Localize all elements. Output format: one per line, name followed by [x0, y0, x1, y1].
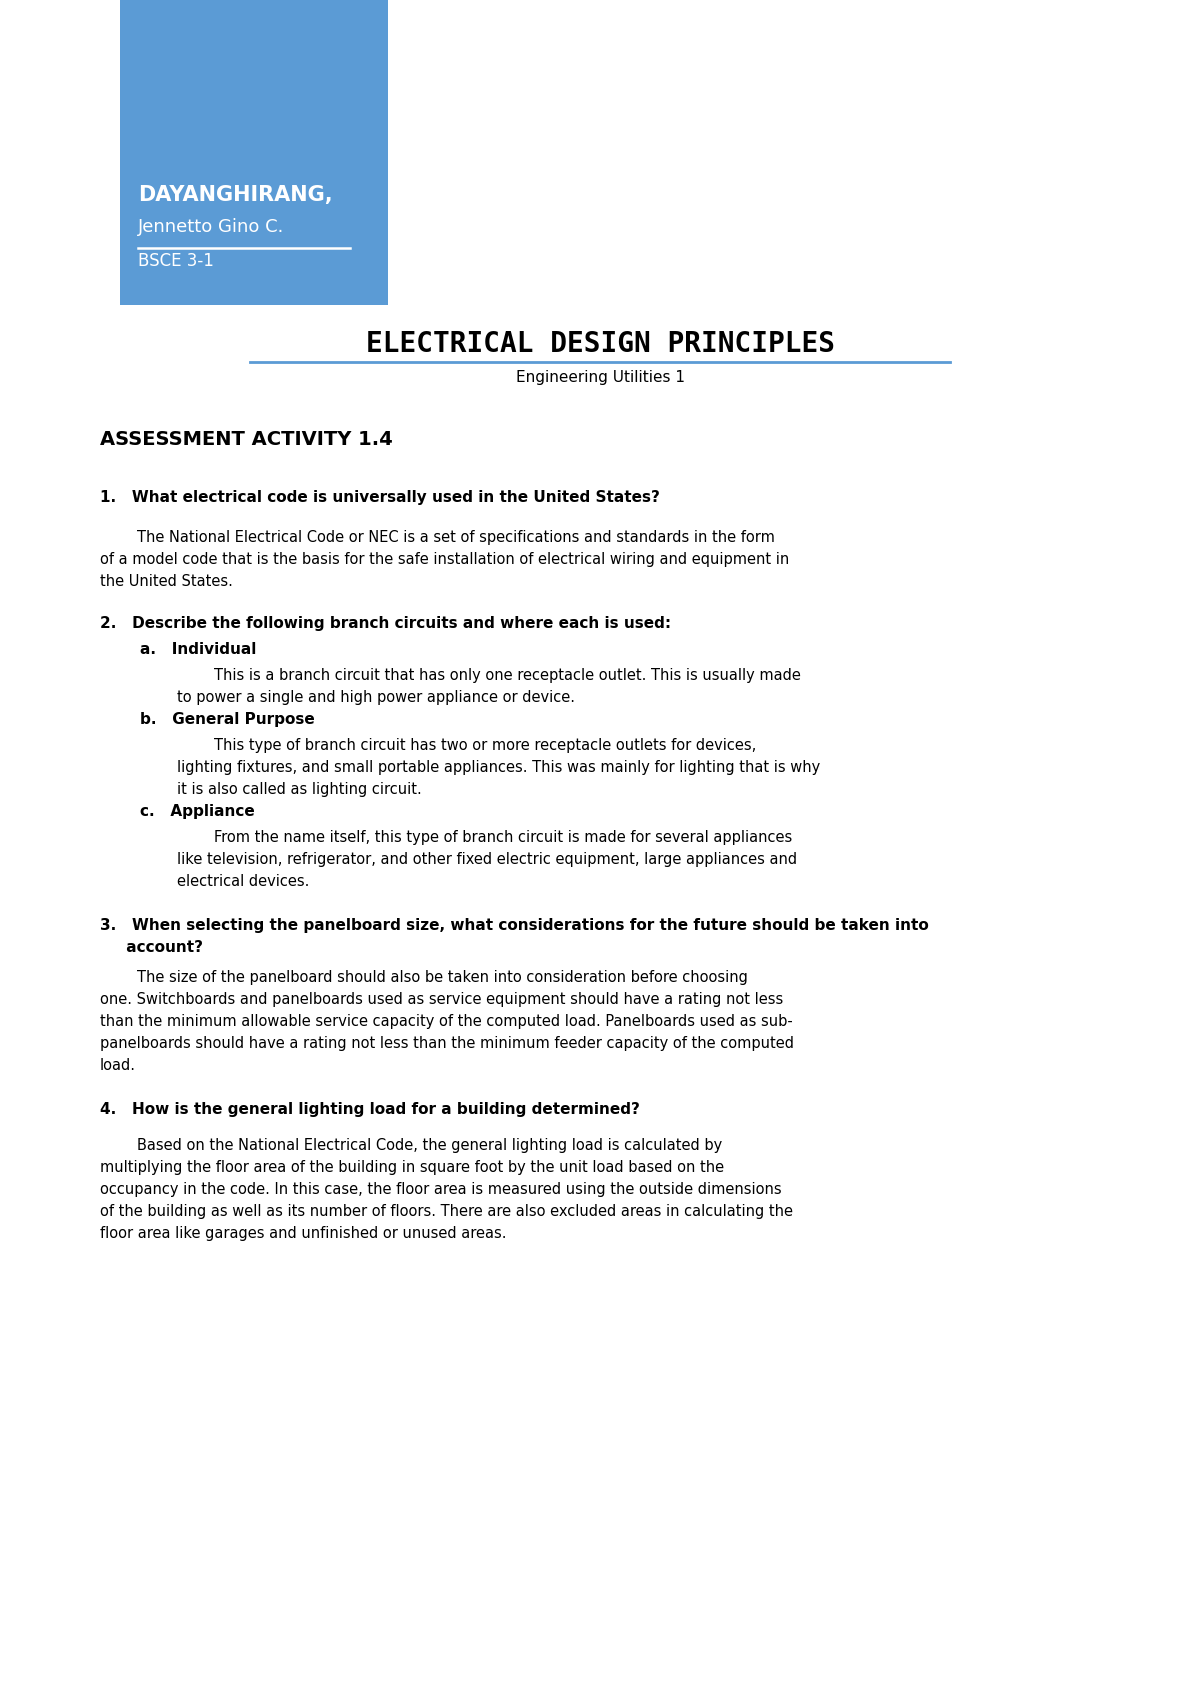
Text: DAYANGHIRANG,: DAYANGHIRANG, — [138, 185, 332, 205]
Text: electrical devices.: electrical devices. — [140, 874, 310, 889]
Text: of a model code that is the basis for the safe installation of electrical wiring: of a model code that is the basis for th… — [100, 552, 790, 567]
Text: lighting fixtures, and small portable appliances. This was mainly for lighting t: lighting fixtures, and small portable ap… — [140, 760, 821, 776]
Text: it is also called as lighting circuit.: it is also called as lighting circuit. — [140, 782, 421, 798]
Text: panelboards should have a rating not less than the minimum feeder capacity of th: panelboards should have a rating not les… — [100, 1035, 794, 1050]
Text: than the minimum allowable service capacity of the computed load. Panelboards us: than the minimum allowable service capac… — [100, 1015, 793, 1028]
Text: 3.   When selecting the panelboard size, what considerations for the future shou: 3. When selecting the panelboard size, w… — [100, 918, 929, 933]
Text: b.   General Purpose: b. General Purpose — [140, 713, 314, 726]
Text: The size of the panelboard should also be taken into consideration before choosi: The size of the panelboard should also b… — [100, 971, 748, 984]
Text: to power a single and high power appliance or device.: to power a single and high power applian… — [140, 691, 575, 704]
Text: 2.   Describe the following branch circuits and where each is used:: 2. Describe the following branch circuit… — [100, 616, 671, 631]
Text: occupancy in the code. In this case, the floor area is measured using the outsid: occupancy in the code. In this case, the… — [100, 1183, 781, 1196]
Text: account?: account? — [100, 940, 203, 955]
Text: c.   Appliance: c. Appliance — [140, 804, 254, 820]
Text: This is a branch circuit that has only one receptacle outlet. This is usually ma: This is a branch circuit that has only o… — [140, 669, 800, 682]
Text: floor area like garages and unfinished or unused areas.: floor area like garages and unfinished o… — [100, 1225, 506, 1241]
Text: like television, refrigerator, and other fixed electric equipment, large applian: like television, refrigerator, and other… — [140, 852, 797, 867]
Text: 4.   How is the general lighting load for a building determined?: 4. How is the general lighting load for … — [100, 1101, 640, 1117]
Text: Engineering Utilities 1: Engineering Utilities 1 — [516, 370, 684, 385]
Text: BSCE 3-1: BSCE 3-1 — [138, 251, 214, 270]
Text: multiplying the floor area of the building in square foot by the unit load based: multiplying the floor area of the buildi… — [100, 1161, 724, 1174]
Text: Jennetto Gino C.: Jennetto Gino C. — [138, 217, 284, 236]
Text: a.   Individual: a. Individual — [140, 641, 257, 657]
Text: of the building as well as its number of floors. There are also excluded areas i: of the building as well as its number of… — [100, 1203, 793, 1218]
Text: one. Switchboards and panelboards used as service equipment should have a rating: one. Switchboards and panelboards used a… — [100, 993, 784, 1006]
Text: Based on the National Electrical Code, the general lighting load is calculated b: Based on the National Electrical Code, t… — [100, 1139, 722, 1152]
Text: This type of branch circuit has two or more receptacle outlets for devices,: This type of branch circuit has two or m… — [140, 738, 756, 753]
Bar — [120, 0, 388, 305]
Text: 1.   What electrical code is universally used in the United States?: 1. What electrical code is universally u… — [100, 490, 660, 506]
Text: ASSESSMENT ACTIVITY 1.4: ASSESSMENT ACTIVITY 1.4 — [100, 429, 392, 450]
Text: The National Electrical Code or NEC is a set of specifications and standards in : The National Electrical Code or NEC is a… — [100, 529, 775, 545]
Text: load.: load. — [100, 1057, 136, 1073]
Text: the United States.: the United States. — [100, 574, 233, 589]
Text: From the name itself, this type of branch circuit is made for several appliances: From the name itself, this type of branc… — [140, 830, 792, 845]
Text: ELECTRICAL DESIGN PRINCIPLES: ELECTRICAL DESIGN PRINCIPLES — [366, 329, 834, 358]
